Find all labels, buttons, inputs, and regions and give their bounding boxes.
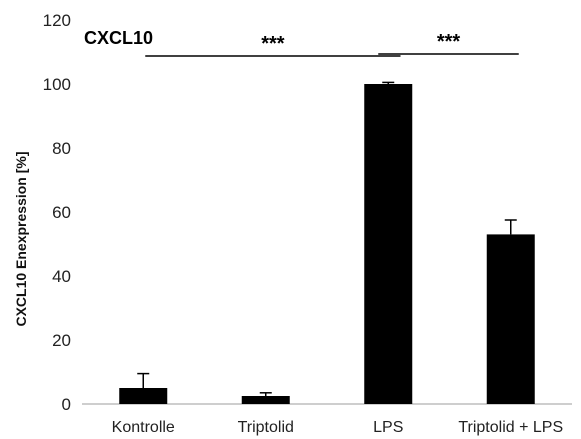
x-category-label: LPS	[373, 419, 403, 436]
y-tick-label: 20	[52, 331, 71, 350]
significance-stars: ***	[261, 33, 285, 55]
x-category-label: Triptolid + LPS	[458, 419, 563, 436]
y-axis-ticks: 0 20 40 60 80 100 120	[43, 11, 71, 414]
y-tick-label: 100	[43, 75, 71, 94]
x-category-label: Triptolid	[238, 419, 294, 436]
bars-group	[119, 84, 535, 404]
y-tick-label: 80	[52, 139, 71, 158]
y-tick-label: 120	[43, 11, 71, 30]
y-tick-label: 0	[62, 395, 71, 414]
significance-stars: ***	[437, 31, 461, 53]
bar	[364, 84, 413, 404]
y-tick-label: 40	[52, 267, 71, 286]
chart-title: CXCL10	[84, 28, 153, 48]
bar	[119, 388, 168, 404]
y-axis-label: CXCL10 Enexpression [%]	[13, 151, 29, 326]
category-labels: Kontrolle Triptolid LPS Triptolid + LPS	[112, 419, 563, 436]
y-tick-label: 60	[52, 203, 71, 222]
x-category-label: Kontrolle	[112, 419, 175, 436]
bar	[486, 234, 535, 404]
significance-annotations: *** ***	[145, 31, 519, 57]
bar	[241, 396, 290, 404]
error-bars-group	[137, 81, 517, 396]
